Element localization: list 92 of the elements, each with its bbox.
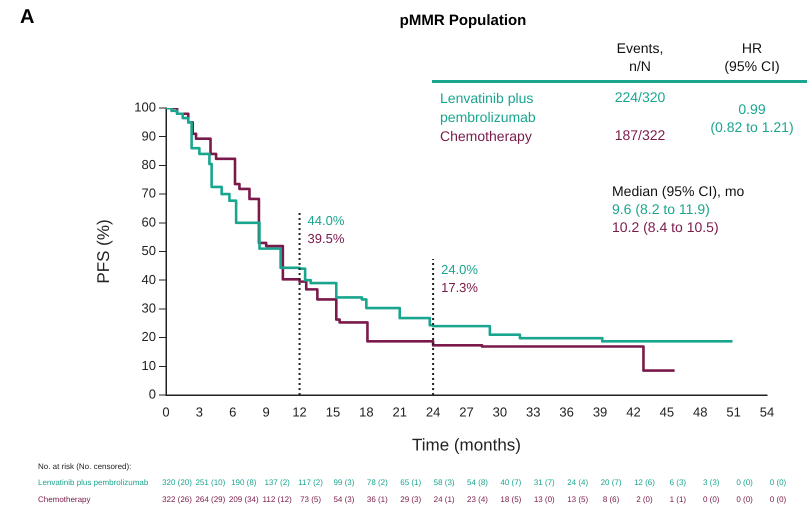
text: 36 (1) <box>366 495 388 504</box>
text: 112 (12) <box>262 495 292 504</box>
x-tick-label: 33 <box>526 404 541 420</box>
text: 8 (6) <box>602 495 620 504</box>
text: 0 (0) <box>702 495 720 504</box>
text: 224/320 <box>614 89 666 105</box>
y-tick-label: 70 <box>142 186 156 201</box>
annotation: 0.99 <box>738 101 766 117</box>
text: 31 (7) <box>534 478 555 487</box>
x-tick-label: 48 <box>692 404 708 420</box>
text: 12 (6) <box>634 478 655 487</box>
annotation: 44.0% <box>308 213 344 228</box>
text: 24 (1) <box>434 495 455 504</box>
text: 251 (10) <box>195 478 226 487</box>
annotation: 39.5% <box>308 231 344 246</box>
text: 18 (5) <box>500 495 522 504</box>
text: 24 (4) <box>567 478 588 487</box>
x-tick-label: 15 <box>326 404 340 420</box>
x-axis-title: Time (months) <box>412 435 521 454</box>
text: 78 (2) <box>366 478 388 487</box>
text: 99 (3) <box>333 478 354 487</box>
text: 117 (2) <box>298 478 323 487</box>
text: 54 (3) <box>333 495 354 504</box>
x-tick-label: 39 <box>592 404 608 420</box>
y-tick-label: 90 <box>142 128 156 144</box>
text: 190 (8) <box>231 478 256 487</box>
annotation: 10.2 (8.4 to 10.5) <box>612 219 719 235</box>
x-tick-label: 51 <box>726 404 741 420</box>
y-tick-label: 40 <box>142 272 156 287</box>
y-tick-label: 10 <box>142 358 156 373</box>
text: Chemotherapy <box>38 495 90 504</box>
text: (95% CI) <box>724 58 780 74</box>
text: 6 (3) <box>670 478 686 487</box>
text: 58 (3) <box>434 478 455 487</box>
text: A <box>20 6 34 29</box>
annotation: (0.82 to 1.21) <box>710 119 794 135</box>
y-tick-label: 30 <box>142 300 156 316</box>
text: 13 (5) <box>567 495 588 504</box>
y-tick-label: 50 <box>142 243 156 258</box>
x-tick-label: 36 <box>559 404 574 420</box>
text: 23 (4) <box>467 495 488 504</box>
text: Chemotherapy <box>440 127 533 146</box>
text: HR <box>742 40 762 56</box>
y-tick-label: 100 <box>134 100 156 115</box>
annotation: 9.6 (8.2 to 11.9) <box>612 201 710 217</box>
text: 264 (29) <box>195 495 226 504</box>
text: 54 (8) <box>467 478 488 487</box>
x-tick-label: 18 <box>359 404 374 420</box>
text: Events, <box>616 40 664 56</box>
y-tick-label: 0 <box>148 386 156 402</box>
text: 0 (0) <box>736 495 753 504</box>
text: 137 (2) <box>264 478 290 487</box>
y-axis-title: PFS (%) <box>94 219 113 284</box>
y-tick-label: 20 <box>142 329 156 344</box>
x-tick-label: 9 <box>262 404 270 420</box>
text: 322 (26) <box>162 495 192 504</box>
annotation: Median (95% CI), mo <box>612 183 744 199</box>
y-tick-label: 60 <box>142 214 156 230</box>
x-tick-label: 54 <box>760 404 774 420</box>
x-tick-label: 45 <box>660 404 674 420</box>
x-tick-label: 3 <box>196 404 204 420</box>
text: Lenvatinib plus pembrolizumab <box>440 89 537 127</box>
text: No. at risk (No. censored): <box>38 462 132 471</box>
x-tick-label: 30 <box>492 404 508 420</box>
x-tick-label: 6 <box>229 404 236 420</box>
text: 2 (0) <box>636 495 653 504</box>
chart-title: pMMR Population <box>400 12 526 29</box>
x-tick-label: 42 <box>626 404 641 420</box>
text: Lenvatinib plus pembrolizumab <box>38 478 148 487</box>
annotation: 187/322 <box>614 127 666 143</box>
text: 0 (0) <box>770 478 786 487</box>
text: 209 (34) <box>228 495 259 504</box>
y-tick-label: 80 <box>142 156 156 172</box>
x-tick-label: 24 <box>426 404 440 420</box>
text: 20 (7) <box>600 478 622 487</box>
annotation: 17.3% <box>441 280 478 295</box>
annotation: 24.0% <box>441 262 478 277</box>
text: 40 (7) <box>500 478 522 487</box>
x-tick-label: 0 <box>162 404 170 420</box>
x-tick-label: 27 <box>459 404 474 420</box>
text: 13 (0) <box>534 495 555 504</box>
text: 320 (20) <box>162 478 192 487</box>
text: 0 (0) <box>770 495 786 504</box>
x-tick-label: 21 <box>392 404 407 420</box>
text: 3 (3) <box>702 478 720 487</box>
x-tick-label: 12 <box>292 404 307 420</box>
text: 73 (5) <box>300 495 321 504</box>
text: 0 (0) <box>736 478 753 487</box>
text: n/N <box>629 58 651 74</box>
text: 1 (1) <box>670 495 686 504</box>
text: 29 (3) <box>400 495 422 504</box>
text: 65 (1) <box>400 478 422 487</box>
